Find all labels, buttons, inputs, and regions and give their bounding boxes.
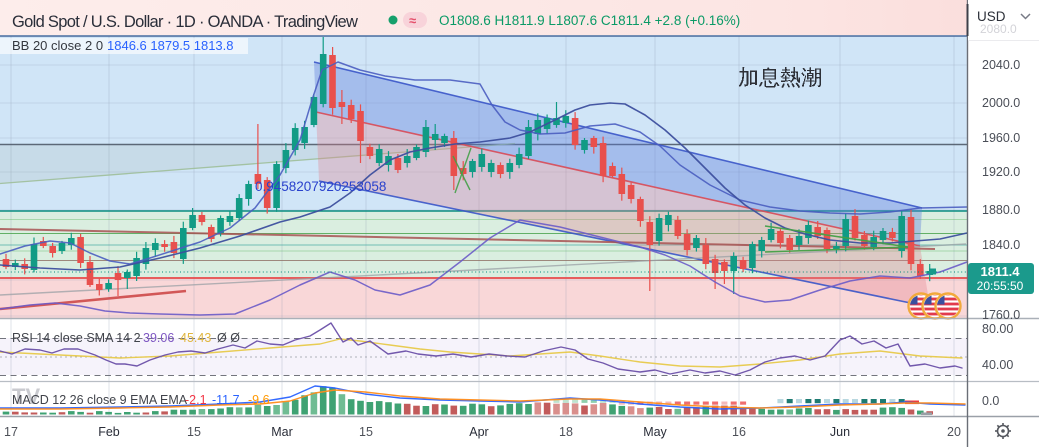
- svg-text:BB 20 close 2 0: BB 20 close 2 0: [12, 38, 103, 53]
- svg-text:1846.6 1879.5 1813.8: 1846.6 1879.5 1813.8: [107, 38, 234, 53]
- svg-text:15: 15: [187, 425, 201, 439]
- svg-text:80.00: 80.00: [982, 322, 1013, 336]
- svg-text:TV: TV: [12, 384, 40, 409]
- svg-text:Mar: Mar: [271, 425, 293, 439]
- svg-text:40.00: 40.00: [982, 358, 1013, 372]
- svg-text:-11.7: -11.7: [212, 393, 240, 407]
- svg-text:1920.0: 1920.0: [982, 165, 1020, 179]
- svg-text:-9.6: -9.6: [248, 393, 270, 407]
- svg-text:18: 18: [559, 425, 573, 439]
- svg-text:-2.1: -2.1: [185, 393, 207, 407]
- svg-text:1960.0: 1960.0: [982, 131, 1020, 145]
- svg-text:16: 16: [732, 425, 746, 439]
- svg-text:Ø Ø: Ø Ø: [217, 331, 240, 345]
- svg-text:15: 15: [359, 425, 373, 439]
- svg-text:May: May: [643, 425, 667, 439]
- svg-text:2000.0: 2000.0: [982, 96, 1020, 110]
- svg-text:17: 17: [4, 425, 18, 439]
- svg-text:Feb: Feb: [98, 425, 120, 439]
- svg-text:Gold Spot / U.S. Dollar · 1D ·: Gold Spot / U.S. Dollar · 1D · OANDA · T…: [12, 13, 358, 31]
- svg-text:0.0: 0.0: [982, 394, 999, 408]
- svg-text:Apr: Apr: [469, 425, 488, 439]
- svg-text:0.9458207920253058: 0.9458207920253058: [255, 179, 386, 194]
- svg-text:1811.4: 1811.4: [980, 264, 1020, 279]
- svg-text:RSI 14 close SMA 14 2: RSI 14 close SMA 14 2: [12, 331, 141, 345]
- svg-text:≈: ≈: [409, 13, 416, 28]
- svg-text:2040.0: 2040.0: [982, 58, 1020, 72]
- svg-text:Jun: Jun: [830, 425, 850, 439]
- svg-text:20: 20: [947, 425, 961, 439]
- svg-text:2080.0: 2080.0: [980, 22, 1017, 36]
- svg-text:MACD 12 26 close 9 EMA EMA: MACD 12 26 close 9 EMA EMA: [12, 393, 188, 407]
- svg-text:1840.0: 1840.0: [982, 238, 1020, 252]
- svg-text:45.43: 45.43: [180, 331, 211, 345]
- svg-text:1880.0: 1880.0: [982, 203, 1020, 217]
- svg-text:39.06: 39.06: [143, 331, 174, 345]
- svg-text:20:55:50: 20:55:50: [977, 279, 1024, 293]
- svg-text:1760.0: 1760.0: [982, 308, 1020, 322]
- svg-text:O1808.6 H1811.9 L1807.6 C1811.: O1808.6 H1811.9 L1807.6 C1811.4 +2.8 (+0…: [439, 13, 740, 28]
- svg-text:USD: USD: [977, 9, 1006, 24]
